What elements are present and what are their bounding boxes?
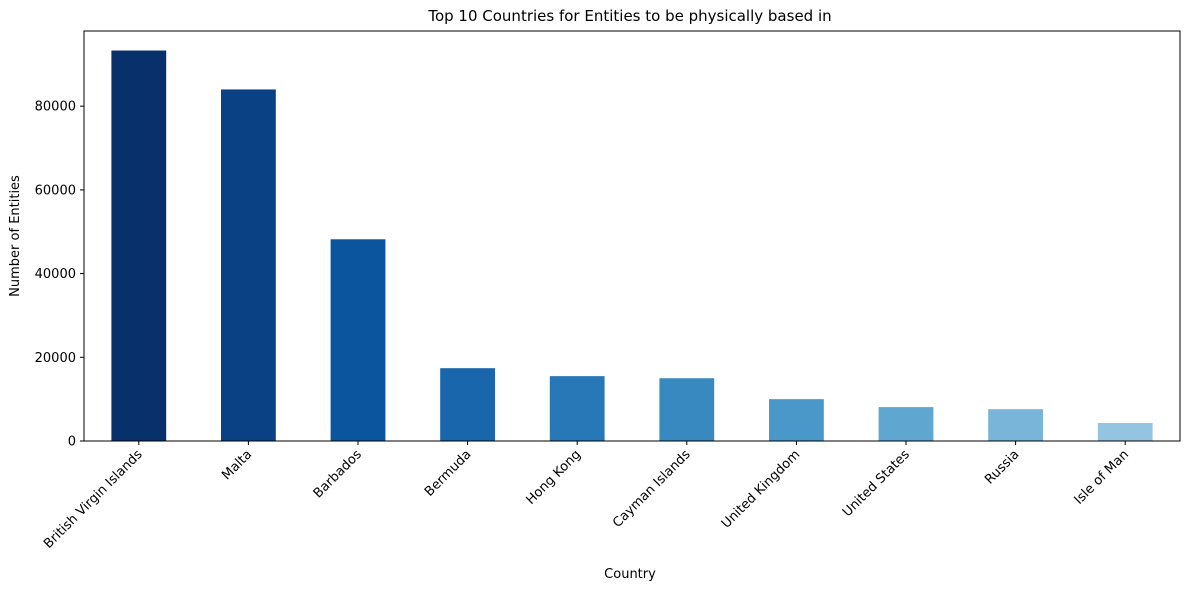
x-tick-label: United Kingdom — [719, 447, 803, 531]
plot-area-frame — [83, 30, 1181, 442]
x-tick-label: Hong Kong — [523, 447, 584, 508]
bar-hong-kong — [549, 376, 605, 441]
y-tick-label: 20000 — [35, 351, 76, 366]
x-tick-label: United States — [840, 447, 913, 520]
x-axis-label: Country — [604, 567, 656, 582]
y-tick-label: 60000 — [35, 183, 76, 198]
y-tick-label: 40000 — [35, 267, 76, 282]
bar-isle-of-man — [1097, 423, 1153, 441]
y-axis-ticks: 0 20000 40000 60000 80000 — [35, 100, 84, 450]
bar-barbados — [330, 239, 386, 441]
bar-russia — [988, 409, 1043, 441]
x-tick-label: Malta — [219, 447, 255, 483]
x-tick-label: Russia — [982, 447, 1022, 487]
chart-title: Top 10 Countries for Entities to be phys… — [427, 7, 831, 25]
bar-malta — [221, 89, 276, 442]
bars-layer — [111, 50, 1153, 442]
x-tick-label: Barbados — [311, 447, 365, 501]
y-tick-label: 0 — [68, 435, 76, 450]
bar-united-kingdom — [769, 399, 824, 441]
bar-bermuda — [440, 368, 495, 441]
bar-united-states — [878, 407, 934, 441]
y-axis-label: Number of Entities — [8, 175, 23, 297]
bar-cayman-islands — [659, 378, 715, 441]
x-tick-label: Cayman Islands — [610, 447, 694, 531]
x-tick-label: Bermuda — [422, 447, 474, 499]
x-tick-label: British Virgin Islands — [41, 447, 146, 552]
x-tick-label: Isle of Man — [1072, 447, 1132, 507]
bar-british-virgin-islands — [111, 50, 167, 442]
x-axis-ticks: British Virgin Islands Malta Barbados Bermu… — [41, 441, 1132, 552]
y-tick-label: 80000 — [35, 100, 76, 115]
